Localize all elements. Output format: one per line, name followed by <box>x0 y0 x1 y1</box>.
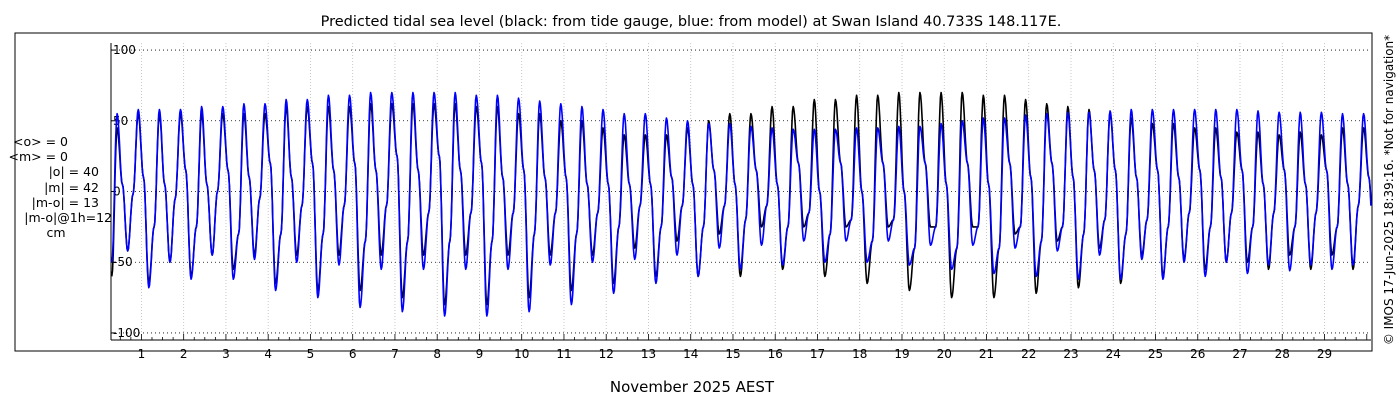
x-tick-label-29: 29 <box>1317 347 1332 361</box>
stat-abs-observed: |o| = 40 <box>48 164 99 180</box>
stat-abs-diff: |m-o| = 13 <box>31 194 99 210</box>
x-tick-label-21: 21 <box>979 347 994 361</box>
grid-lines <box>111 43 1371 340</box>
stats-panel: <o> = 0 <m> = 0 |o| = 40 |m| = 42 |m-o| … <box>0 134 113 241</box>
x-tick-label-25: 25 <box>1148 347 1163 361</box>
x-tick-label-18: 18 <box>852 347 867 361</box>
stat-unit: cm <box>46 225 66 241</box>
y-tick-label--50: -50 <box>113 255 133 269</box>
x-tick-label-11: 11 <box>556 347 571 361</box>
x-tick-label-9: 9 <box>476 347 484 361</box>
credit-text: © IMOS 17-Jun-2025 18:39:16. *Not for na… <box>1382 35 1396 345</box>
y-tick-label-100: 100 <box>113 43 136 57</box>
outer-frame <box>14 32 1373 352</box>
stat-mean-observed: <o> = 0 <box>13 134 68 149</box>
x-axis: 1 2 3 4 5 6 7 8 9 10 11 12 13 14 15 16 17 18 19 20 21 22 23 24 2… <box>111 334 1371 361</box>
y-tick-label-50: 50 <box>113 114 128 128</box>
x-axis-label: November 2025 AEST <box>610 378 775 396</box>
x-tick-label-26: 26 <box>1190 347 1205 361</box>
x-tick-label-8: 8 <box>433 347 441 361</box>
x-tick-label-16: 16 <box>768 347 783 361</box>
x-tick-label-4: 4 <box>264 347 272 361</box>
x-tick-label-13: 13 <box>641 347 656 361</box>
stat-abs-diff-1h: |m-o|@1h=12 <box>24 210 112 226</box>
y-tick-label-0: 0 <box>113 185 121 199</box>
series-line-model <box>111 91 1372 317</box>
stat-abs-model: |m| = 42 <box>44 179 99 195</box>
x-tick-label-22: 22 <box>1021 347 1036 361</box>
y-tick-label--100: -100 <box>113 326 140 340</box>
x-tick-label-15: 15 <box>725 347 740 361</box>
x-tick-label-24: 24 <box>1106 347 1121 361</box>
x-tick-label-14: 14 <box>683 347 698 361</box>
x-tick-label-20: 20 <box>937 347 952 361</box>
x-tick-label-6: 6 <box>349 347 357 361</box>
x-tick-label-27: 27 <box>1232 347 1247 361</box>
x-tick-label-10: 10 <box>514 347 529 361</box>
series-line-tide-gauge <box>111 91 1372 306</box>
x-tick-label-2: 2 <box>180 347 188 361</box>
x-tick-label-3: 3 <box>222 347 230 361</box>
x-tick-label-19: 19 <box>894 347 909 361</box>
chart-title: Predicted tidal sea level (black: from t… <box>321 14 1062 30</box>
x-tick-label-12: 12 <box>599 347 614 361</box>
x-tick-label-5: 5 <box>307 347 315 361</box>
stat-mean-model: <m> = 0 <box>8 149 69 165</box>
x-tick-label-17: 17 <box>810 347 825 361</box>
x-tick-label-23: 23 <box>1063 347 1078 361</box>
x-tick-label-1: 1 <box>138 347 146 361</box>
x-tick-label-28: 28 <box>1275 347 1290 361</box>
x-tick-label-7: 7 <box>391 347 399 361</box>
series-layer <box>111 91 1372 317</box>
